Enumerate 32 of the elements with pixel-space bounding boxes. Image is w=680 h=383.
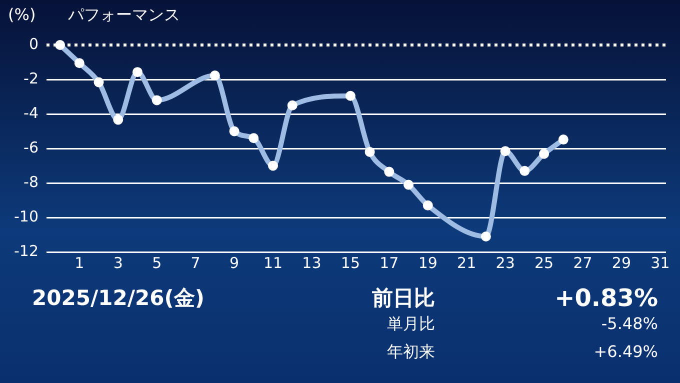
y-tick-label: -2 [24,69,38,88]
y-tick-label: -12 [14,242,38,260]
x-tick-label: 1 [74,254,84,272]
text: +0.83% [554,284,658,312]
x-tick-label: 15 [340,254,360,272]
y-tick-label: -8 [24,172,38,191]
y-axis-title: (%) [8,5,36,24]
chart-title: パフォーマンス [68,5,180,26]
text: 2025/12/26(金) [32,285,204,312]
x-tick-label: 13 [302,254,322,272]
x-tick-label: 3 [113,254,123,272]
text: +6.49% [594,342,658,361]
x-tick-label: 29 [612,254,632,272]
text: 単月比 [387,314,435,335]
y-tick-label: 0 [28,34,38,53]
x-tick-label: 7 [190,254,200,272]
x-tick-label: 25 [534,254,554,272]
y-tick-label: -4 [24,104,38,122]
x-tick-label: 21 [457,254,476,272]
x-tick-label: 11 [263,254,283,272]
x-tick-label: 27 [573,254,592,272]
x-tick-label: 5 [152,254,162,272]
y-tick-label: -10 [14,207,38,226]
text: 年初来 [387,342,435,363]
text: -5.48% [601,314,658,333]
x-tick-label: 23 [496,254,515,272]
x-tick-label: 17 [380,254,399,272]
x-tick-label: 9 [230,254,240,272]
text: 前日比 [372,285,435,312]
x-tick-label: 31 [650,254,670,272]
y-tick-label: -6 [24,138,38,156]
x-tick-label: 19 [418,254,438,272]
